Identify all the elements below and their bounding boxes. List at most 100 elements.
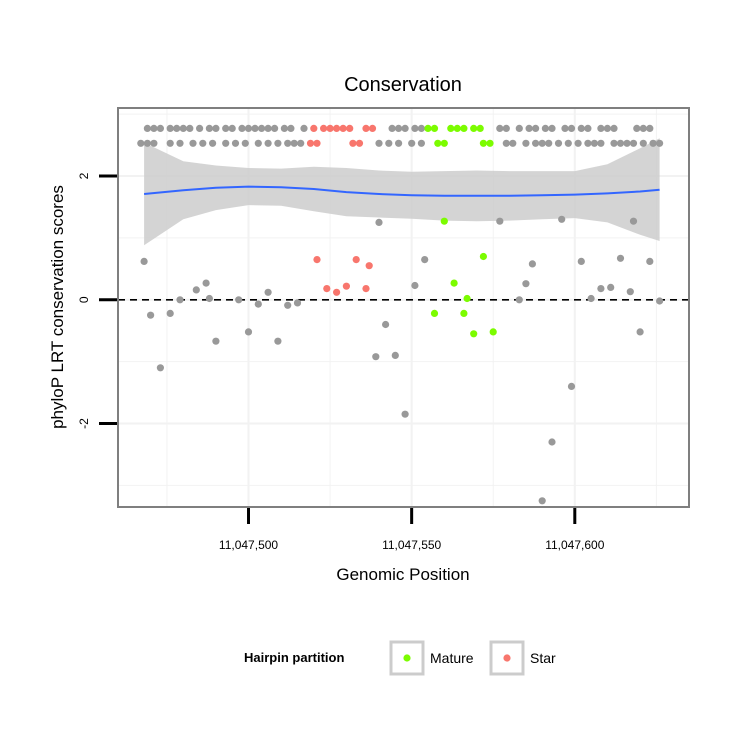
point-star (349, 139, 357, 147)
point-star (352, 256, 360, 264)
point-other (496, 217, 504, 225)
point-other (228, 124, 236, 132)
point-mature (424, 124, 432, 132)
point-mature (479, 139, 487, 147)
point-mature (476, 124, 484, 132)
point-other (502, 124, 510, 132)
point-other (385, 139, 393, 147)
point-other (264, 139, 272, 147)
legend-item-mature: Mature (389, 640, 474, 676)
point-other (264, 288, 272, 296)
point-other (564, 139, 572, 147)
point-mature (460, 124, 468, 132)
point-other (545, 139, 553, 147)
point-other (143, 124, 151, 132)
point-other (639, 124, 647, 132)
point-other (254, 300, 262, 308)
point-other (515, 296, 523, 304)
point-other (238, 124, 246, 132)
point-other (509, 139, 517, 147)
point-other (401, 124, 409, 132)
point-other (166, 309, 174, 317)
point-other (192, 286, 200, 294)
x-axis-ticks: 11,047,500 11,047,550 11,047,600 (219, 508, 605, 552)
point-other (548, 438, 556, 446)
point-other (287, 124, 295, 132)
point-other (525, 124, 533, 132)
point-other (140, 257, 148, 265)
point-other (656, 297, 664, 305)
point-other (515, 124, 523, 132)
point-other (395, 124, 403, 132)
point-other (271, 124, 279, 132)
point-other (222, 124, 230, 132)
point-star (365, 262, 373, 270)
point-other (584, 139, 592, 147)
point-mature (470, 330, 478, 338)
point-mature (479, 252, 487, 261)
point-other (241, 139, 249, 147)
legend-label-star: Star (530, 650, 556, 666)
point-other (297, 139, 305, 147)
x-tick-label: 11,047,550 (382, 538, 441, 552)
point-other (251, 124, 259, 132)
point-other (633, 124, 641, 132)
legend: Hairpin partition Mature Star (244, 640, 556, 676)
point-other (626, 288, 634, 296)
point-mature (430, 309, 439, 317)
point-other (274, 139, 282, 147)
point-other (173, 124, 181, 132)
point-other (548, 124, 556, 132)
point-other (629, 139, 638, 147)
point-other (597, 124, 605, 132)
point-other (375, 139, 383, 147)
point-other (382, 320, 390, 329)
point-mature (453, 124, 461, 132)
point-star (346, 124, 354, 132)
legend-title: Hairpin partition (244, 650, 344, 665)
point-other (254, 139, 262, 147)
point-other (522, 139, 530, 147)
point-other (156, 364, 164, 372)
point-other (538, 497, 546, 505)
point-other (411, 281, 419, 290)
point-other (280, 124, 288, 132)
x-tick-label: 11,047,500 (219, 538, 278, 552)
point-other (639, 139, 647, 147)
point-star (313, 139, 321, 147)
x-axis-title: Genomic Position (336, 565, 469, 584)
point-other (623, 139, 631, 147)
point-other (375, 218, 383, 226)
point-other (417, 139, 425, 147)
legend-dot-star (503, 654, 511, 662)
point-other (607, 283, 615, 291)
point-other (186, 124, 194, 132)
y-axis-ticks: -2 0 2 (77, 172, 117, 429)
legend-dot-mature (403, 654, 411, 662)
point-other (388, 124, 396, 132)
point-other (610, 124, 618, 132)
point-star (310, 124, 318, 132)
point-other (417, 124, 425, 132)
point-other (528, 260, 537, 268)
point-mature (450, 279, 458, 287)
point-star (323, 285, 331, 293)
point-mature (486, 139, 494, 147)
point-other (264, 124, 272, 132)
point-other (646, 124, 654, 132)
point-other (502, 139, 510, 147)
point-mature (470, 124, 478, 132)
point-other (244, 328, 253, 336)
point-other (558, 215, 566, 223)
point-other (656, 139, 664, 147)
point-star (320, 124, 328, 132)
legend-item-star: Star (489, 640, 556, 676)
point-other (212, 124, 220, 132)
point-other (258, 124, 266, 132)
point-mature (434, 139, 442, 147)
legend-label-mature: Mature (430, 650, 474, 666)
point-other (222, 139, 230, 147)
point-other (532, 124, 540, 132)
point-other (597, 285, 605, 293)
